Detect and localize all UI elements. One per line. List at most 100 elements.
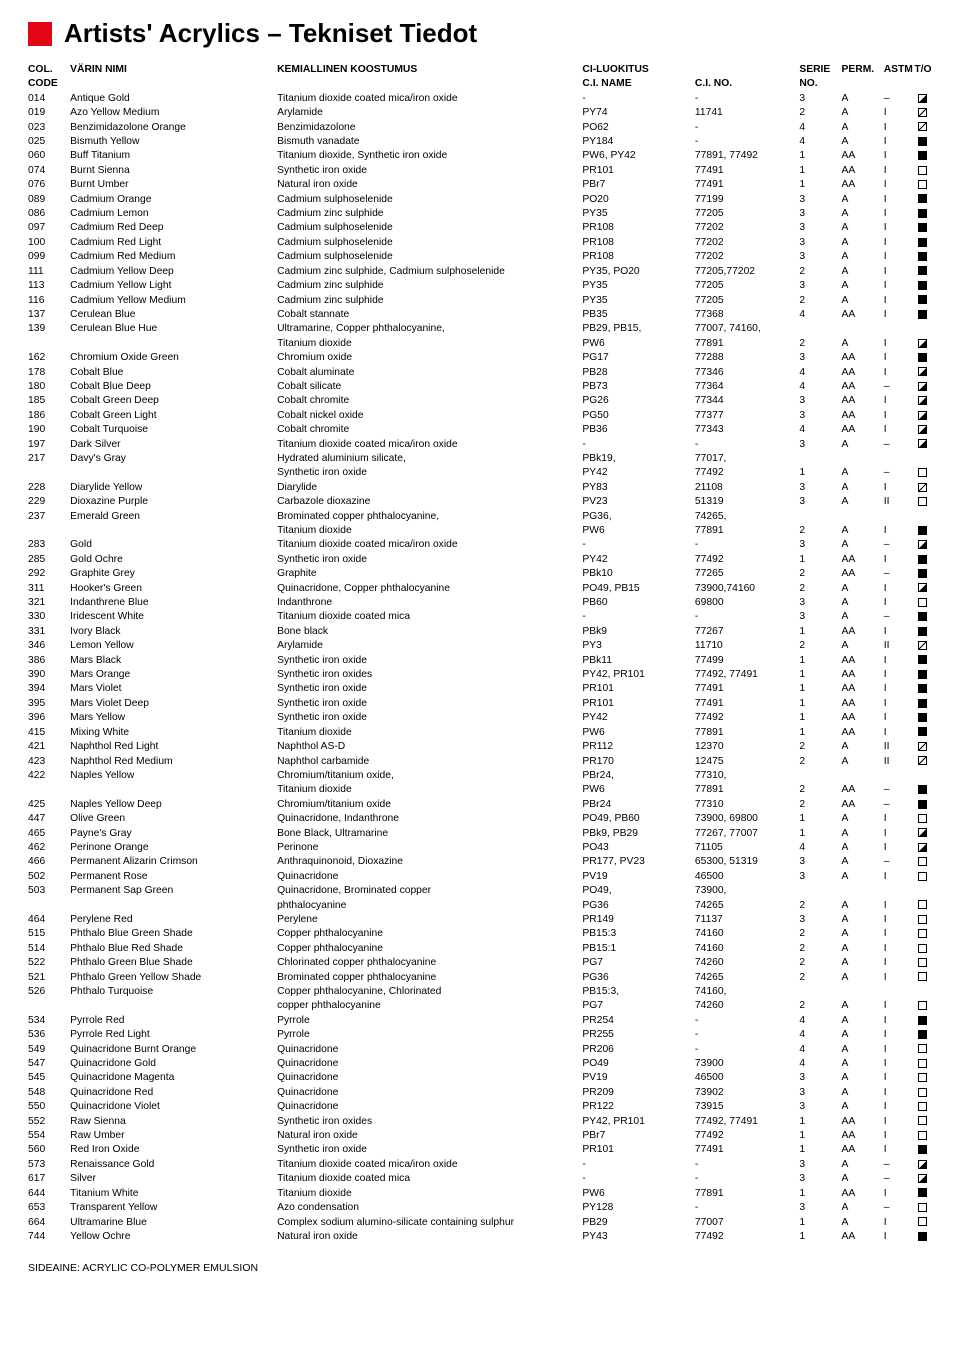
cell-to [914,740,932,754]
cell-astm: I [884,394,914,408]
cell-name: Permanent Sap Green [70,884,277,898]
cell-to [914,827,932,841]
opacity-icon [918,1116,927,1125]
cell-cino: 74260 [695,999,799,1013]
table-row: 644Titanium WhiteTitanium dioxidePW67789… [28,1187,932,1201]
cell-name [70,337,277,351]
cell-name: Quinacridone Gold [70,1057,277,1071]
cell-perm: A [842,1014,884,1028]
cell-astm: I [884,553,914,567]
opacity-icon [918,367,927,376]
cell-comp: Copper phthalocyanine [277,927,582,941]
table-row: 076Burnt UmberNatural iron oxidePBr77749… [28,178,932,192]
cell-code: 395 [28,697,70,711]
cell-to [914,106,932,120]
cell-to [914,1129,932,1143]
opacity-icon [918,94,927,103]
table-row: 285Gold OchreSynthetic iron oxidePY42774… [28,553,932,567]
cell-perm: A [842,337,884,351]
cell-cino: - [695,1201,799,1215]
cell-comp: Complex sodium alumino-silicate containi… [277,1216,582,1230]
cell-perm: A [842,221,884,235]
table-row: 421Naphthol Red LightNaphthol AS-DPR1121… [28,740,932,754]
table-row: 137Cerulean BlueCobalt stannatePB3577368… [28,308,932,322]
cell-comp: Copper phthalocyanine, Chlorinated [277,985,582,999]
cell-cino: 77346 [695,366,799,380]
cell-comp: Cadmium zinc sulphide [277,207,582,221]
cell-to [914,985,932,999]
cell-comp: Quinacridone, Brominated copper [277,884,582,898]
cell-comp: Perylene [277,913,582,927]
cell-comp: Cobalt nickel oxide [277,409,582,423]
opacity-icon [918,1145,927,1154]
cell-ciname: PO49, [582,884,694,898]
table-row: 549Quinacridone Burnt OrangeQuinacridone… [28,1043,932,1057]
cell-comp: Cobalt aluminate [277,366,582,380]
opacity-icon [918,872,927,881]
opacity-icon [918,382,927,391]
cell-perm: AA [842,1230,884,1244]
cell-name: Ivory Black [70,625,277,639]
footer-text: SIDEAINE: ACRYLIC CO-POLYMER EMULSION [28,1262,932,1274]
cell-to [914,927,932,941]
cell-code: 425 [28,798,70,812]
table-row: 086Cadmium LemonCadmium zinc sulphidePY3… [28,207,932,221]
opacity-icon [918,425,927,434]
cell-to [914,149,932,163]
cell-to [914,812,932,826]
cell-comp: Quinacridone, Copper phthalocyanine [277,582,582,596]
cell-name: Mars Violet [70,682,277,696]
cell-ciname: PR122 [582,1100,694,1114]
cell-name: Chromium Oxide Green [70,351,277,365]
cell-name: Cobalt Turquoise [70,423,277,437]
cell-name: Lemon Yellow [70,639,277,653]
cell-to [914,164,932,178]
cell-cino: 74260 [695,956,799,970]
table-row: 331Ivory BlackBone blackPBk9772671AAI [28,625,932,639]
cell-astm [884,452,914,466]
cell-perm [842,322,884,336]
table-row: 180Cobalt Blue DeepCobalt silicatePB7377… [28,380,932,394]
cell-to [914,971,932,985]
cell-to [914,1028,932,1042]
cell-serie: 3 [799,913,841,927]
opacity-icon [918,209,927,218]
cell-to [914,1158,932,1172]
cell-cino: 46500 [695,1071,799,1085]
cell-to [914,380,932,394]
cell-code: 283 [28,538,70,552]
cell-to [914,207,932,221]
cell-astm: I [884,625,914,639]
cell-name: Dioxazine Purple [70,495,277,509]
cell-cino: 77265 [695,567,799,581]
hdr-serie-bot: NO. [799,78,817,89]
cell-serie: 3 [799,538,841,552]
table-row: 395Mars Violet DeepSynthetic iron oxideP… [28,697,932,711]
opacity-icon [918,684,927,693]
opacity-icon [918,266,927,275]
cell-name: Quinacridone Red [70,1086,277,1100]
cell-code: 514 [28,942,70,956]
cell-cino: 77007, 74160, [695,322,799,336]
cell-serie: 3 [799,495,841,509]
table-row: 111Cadmium Yellow DeepCadmium zinc sulph… [28,265,932,279]
cell-to [914,610,932,624]
table-row: 394Mars VioletSynthetic iron oxidePR1017… [28,682,932,696]
cell-ciname: PO49, PB60 [582,812,694,826]
cell-code: 547 [28,1057,70,1071]
cell-astm: I [884,409,914,423]
cell-perm: A [842,755,884,769]
cell-ciname: PO43 [582,841,694,855]
cell-name: Mars Yellow [70,711,277,725]
cell-perm: AA [842,1143,884,1157]
cell-astm: I [884,279,914,293]
cell-to [914,1143,932,1157]
cell-cino: - [695,538,799,552]
cell-to [914,1043,932,1057]
cell-astm: I [884,971,914,985]
cell-serie: 4 [799,308,841,322]
cell-cino: 77205 [695,294,799,308]
cell-comp: Cobalt stannate [277,308,582,322]
cell-serie: 3 [799,279,841,293]
opacity-icon [918,800,927,809]
